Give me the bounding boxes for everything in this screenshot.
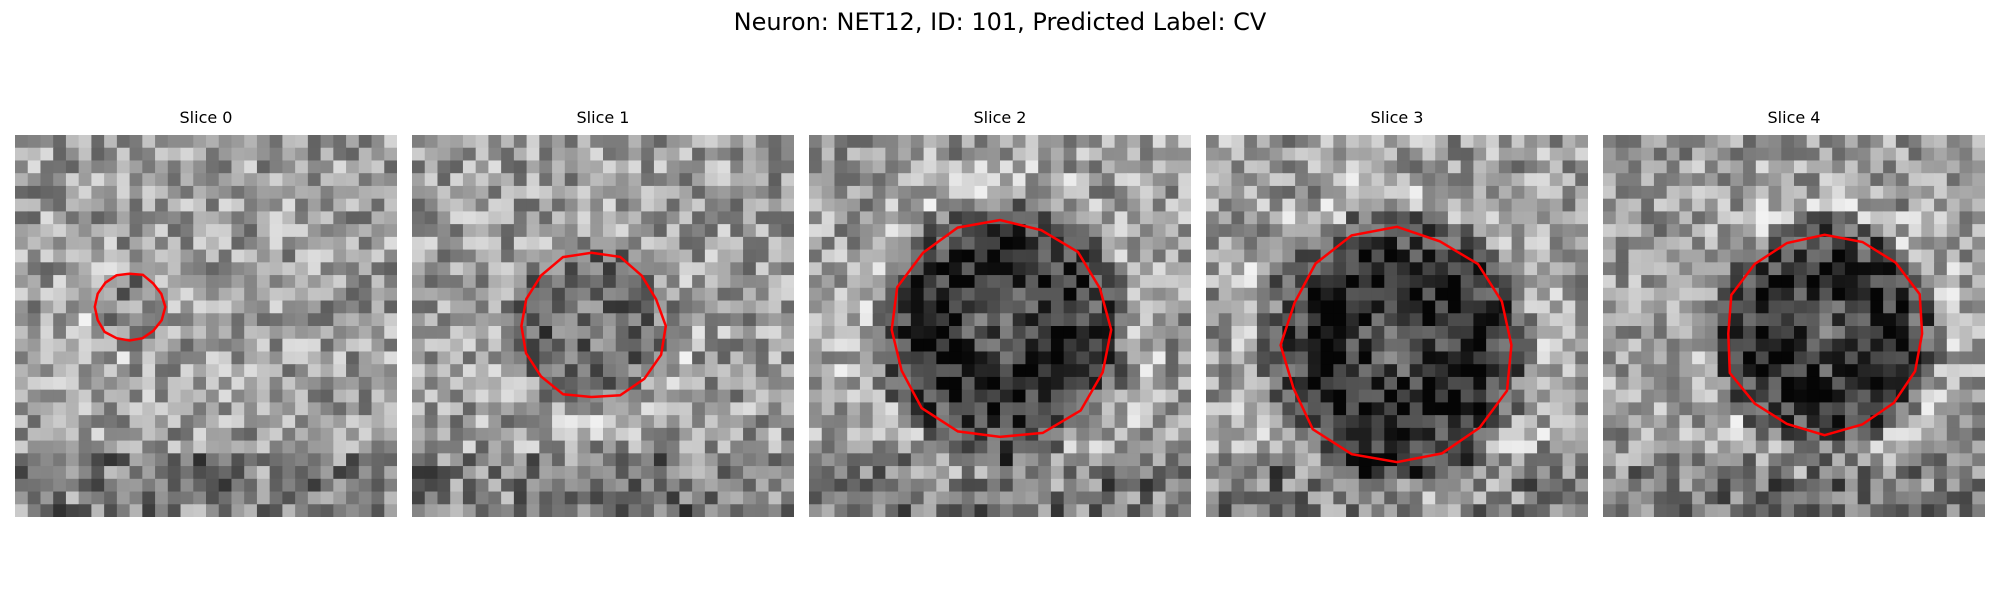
slice-title: Slice 4	[1767, 108, 1821, 127]
slice-image	[809, 135, 1191, 517]
slice-title: Slice 3	[1370, 108, 1424, 127]
slice-title: Slice 2	[973, 108, 1027, 127]
slice-image	[412, 135, 794, 517]
contour-outline	[520, 251, 668, 399]
slice-panel-2: Slice 2	[809, 108, 1191, 520]
slice-title: Slice 1	[576, 108, 630, 127]
slice-panel-3: Slice 3	[1206, 108, 1588, 520]
figure-title: Neuron: NET12, ID: 101, Predicted Label:…	[733, 8, 1267, 36]
slice-image	[15, 135, 397, 517]
slice-image	[1206, 135, 1588, 517]
slice-image	[1603, 135, 1985, 517]
slice-panel-4: Slice 4	[1603, 108, 1985, 520]
slice-panel-0: Slice 0	[15, 108, 397, 520]
contour-outline	[1727, 233, 1924, 437]
contour-outline	[1279, 225, 1513, 464]
contour-outline	[890, 218, 1113, 439]
contour-outline	[93, 272, 167, 342]
slice-title: Slice 0	[179, 108, 233, 127]
slice-panel-1: Slice 1	[412, 108, 794, 520]
